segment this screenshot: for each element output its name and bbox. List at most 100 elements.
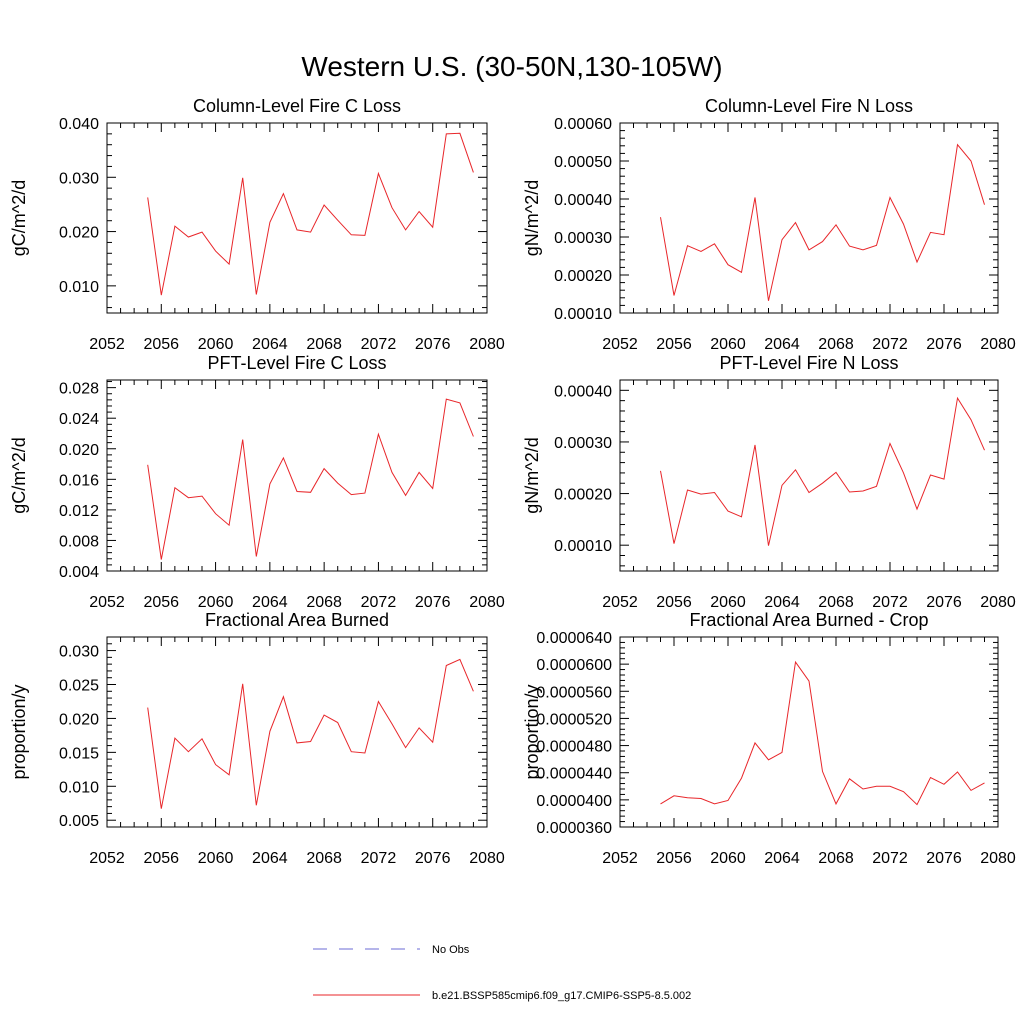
x-tick-label: 2080 xyxy=(980,594,1016,611)
data-point xyxy=(391,206,393,208)
data-point xyxy=(983,782,985,784)
legend-label: b.e21.BSSP585cmip6.f09_g17.CMIP6-SSP5-8.… xyxy=(432,990,691,1002)
series-line xyxy=(147,132,474,296)
figure-title: Western U.S. (30-50N,130-105W) xyxy=(301,51,722,82)
data-point xyxy=(269,221,271,223)
plot-frame xyxy=(106,379,488,572)
y-tick-label: 0.0000480 xyxy=(536,739,612,756)
data-point xyxy=(740,777,742,779)
y-tick-label: 0.030 xyxy=(59,170,99,187)
y-tick-label: 0.012 xyxy=(59,503,99,520)
data-point xyxy=(889,442,891,444)
x-tick-label: 2068 xyxy=(818,336,854,353)
x-tick-label: 2068 xyxy=(818,594,854,611)
plot-frame xyxy=(106,122,488,314)
y-axis-label: gN/m^2/d xyxy=(522,437,542,513)
data-point xyxy=(174,487,176,489)
y-tick-label: 0.00020 xyxy=(554,487,612,504)
data-point xyxy=(174,737,176,739)
y-tick-label: 0.0000640 xyxy=(536,630,612,647)
x-tick-label: 2056 xyxy=(143,850,179,867)
x-tick-label: 2060 xyxy=(710,594,746,611)
data-point xyxy=(323,204,325,206)
data-point xyxy=(848,491,850,493)
x-tick-label: 2068 xyxy=(306,594,342,611)
data-point xyxy=(686,797,688,799)
data-point xyxy=(740,516,742,518)
x-tick-label: 2056 xyxy=(143,336,179,353)
data-point xyxy=(418,471,420,473)
data-point xyxy=(377,700,379,702)
data-point xyxy=(472,690,474,692)
data-point xyxy=(767,759,769,761)
data-point xyxy=(875,244,877,246)
data-point xyxy=(794,221,796,223)
data-point xyxy=(754,196,756,198)
data-point xyxy=(835,224,837,226)
data-point xyxy=(255,293,257,295)
data-point xyxy=(404,746,406,748)
data-point xyxy=(364,752,366,754)
series-line xyxy=(147,398,474,560)
data-point xyxy=(296,490,298,492)
data-point xyxy=(472,171,474,173)
data-point xyxy=(323,467,325,469)
x-tick-label: 2064 xyxy=(252,336,288,353)
legend-label: No Obs xyxy=(432,944,470,956)
data-point xyxy=(889,196,891,198)
data-point xyxy=(404,229,406,231)
data-point xyxy=(242,177,244,179)
data-point xyxy=(228,263,230,265)
data-point xyxy=(659,216,661,218)
data-point xyxy=(754,444,756,446)
data-point xyxy=(956,143,958,145)
data-point xyxy=(432,741,434,743)
x-tick-label: 2076 xyxy=(415,850,451,867)
data-point xyxy=(781,238,783,240)
data-point xyxy=(767,545,769,547)
data-point xyxy=(364,492,366,494)
data-point xyxy=(686,245,688,247)
x-tick-label: 2080 xyxy=(469,850,505,867)
x-tick-label: 2072 xyxy=(872,850,908,867)
x-tick-label: 2052 xyxy=(602,850,638,867)
data-point xyxy=(296,742,298,744)
plot-frame xyxy=(106,636,488,828)
x-tick-label: 2076 xyxy=(926,594,962,611)
data-point xyxy=(160,807,162,809)
data-point xyxy=(391,471,393,473)
y-tick-label: 0.00030 xyxy=(554,435,612,452)
data-point xyxy=(916,261,918,263)
plot-frame xyxy=(619,379,999,572)
x-tick-label: 2076 xyxy=(415,336,451,353)
data-point xyxy=(943,783,945,785)
data-point xyxy=(418,727,420,729)
y-tick-label: 0.00010 xyxy=(554,538,612,555)
data-point xyxy=(228,774,230,776)
data-point xyxy=(296,229,298,231)
data-point xyxy=(309,491,311,493)
data-point xyxy=(781,751,783,753)
data-point xyxy=(781,484,783,486)
data-point xyxy=(983,204,985,206)
data-point xyxy=(808,249,810,251)
data-point xyxy=(875,485,877,487)
data-point xyxy=(472,435,474,437)
x-tick-label: 2064 xyxy=(764,594,800,611)
data-point xyxy=(970,419,972,421)
data-point xyxy=(916,803,918,805)
data-point xyxy=(673,294,675,296)
data-point xyxy=(242,683,244,685)
data-point xyxy=(943,234,945,236)
data-point xyxy=(255,555,257,557)
data-point xyxy=(432,226,434,228)
data-point xyxy=(686,489,688,491)
x-tick-label: 2080 xyxy=(980,850,1016,867)
data-point xyxy=(929,231,931,233)
panel-title: PFT-Level Fire C Loss xyxy=(207,353,386,373)
x-tick-label: 2056 xyxy=(656,850,692,867)
plot-frame xyxy=(619,636,999,828)
data-point xyxy=(269,730,271,732)
y-tick-label: 0.020 xyxy=(59,711,99,728)
data-point xyxy=(659,803,661,805)
